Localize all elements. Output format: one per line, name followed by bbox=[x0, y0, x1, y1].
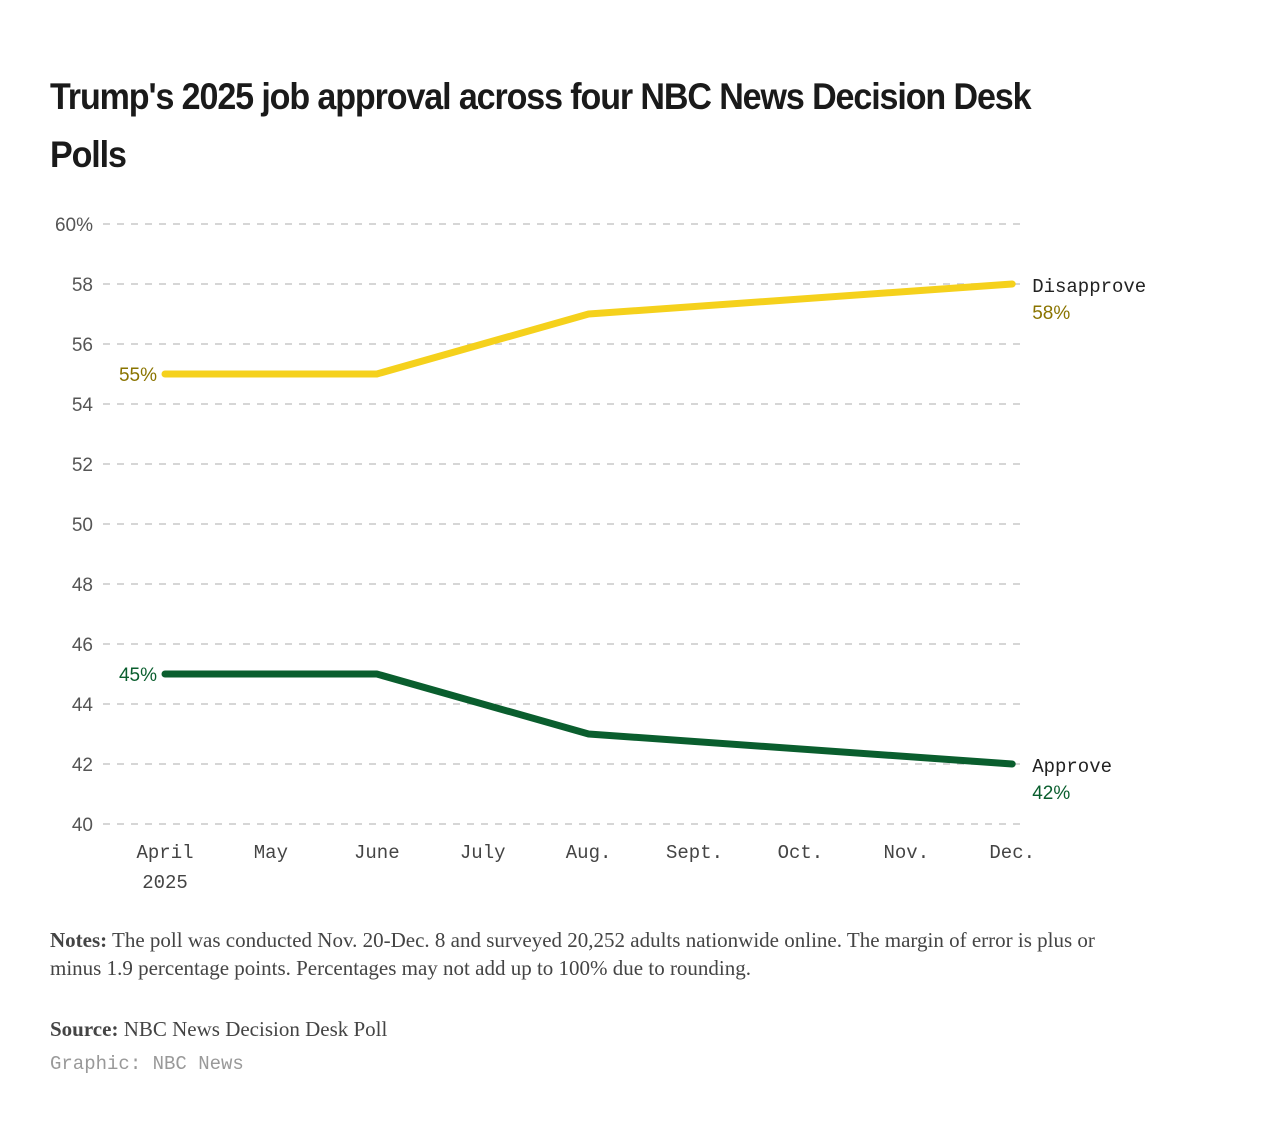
x-tick-label: Oct. bbox=[778, 842, 824, 864]
y-tick-label: 42 bbox=[72, 755, 93, 776]
series-line-approve bbox=[161, 670, 1016, 768]
chart-notes: Notes: The poll was conducted Nov. 20-De… bbox=[50, 926, 1130, 982]
notes-label: Notes: bbox=[50, 928, 108, 952]
y-tick-label: 58 bbox=[72, 275, 93, 296]
end-value-label: 58% bbox=[1032, 303, 1070, 324]
series-name-label: Disapprove bbox=[1032, 276, 1146, 298]
x-tick-label: June bbox=[354, 842, 400, 864]
x-tick-label: April bbox=[136, 842, 193, 864]
x-tick-label: Sept. bbox=[666, 842, 723, 864]
end-value-label: 42% bbox=[1032, 783, 1070, 804]
y-tick-label: 48 bbox=[72, 575, 93, 596]
y-tick-label: 54 bbox=[72, 395, 94, 416]
graphic-credit: Graphic: NBC News bbox=[50, 1053, 244, 1075]
y-tick-label: 44 bbox=[72, 695, 94, 716]
start-value-label: 45% bbox=[119, 665, 157, 686]
series-line-disapprove bbox=[161, 280, 1016, 378]
y-tick-label: 46 bbox=[72, 635, 93, 656]
y-tick-label: 56 bbox=[72, 335, 93, 356]
line-chart: 60% 58 56 54 52 50 48 46 44 42 40 April 2025 May June J… bbox=[55, 215, 1146, 894]
x-tick-label: Aug. bbox=[566, 842, 612, 864]
x-tick-label: May bbox=[254, 842, 288, 864]
chart-source: Source: NBC News Decision Desk Poll bbox=[50, 1017, 387, 1042]
x-tick-label: Nov. bbox=[883, 842, 929, 864]
source-text: NBC News Decision Desk Poll bbox=[118, 1017, 388, 1041]
notes-text: The poll was conducted Nov. 20-Dec. 8 an… bbox=[50, 928, 1095, 980]
x-tick-label: July bbox=[460, 842, 506, 864]
y-tick-label: 52 bbox=[72, 455, 93, 476]
x-tick-label: Dec. bbox=[989, 842, 1035, 864]
y-tick-label: 50 bbox=[72, 515, 93, 536]
source-label: Source: bbox=[50, 1017, 119, 1041]
start-value-label: 55% bbox=[119, 365, 157, 386]
x-tick-sublabel: 2025 bbox=[142, 872, 188, 894]
y-tick-label: 60% bbox=[55, 215, 93, 236]
chart-title: Trump's 2025 job approval across four NB… bbox=[50, 76, 1032, 175]
series-name-label: Approve bbox=[1032, 756, 1112, 778]
y-tick-label: 40 bbox=[72, 815, 93, 836]
